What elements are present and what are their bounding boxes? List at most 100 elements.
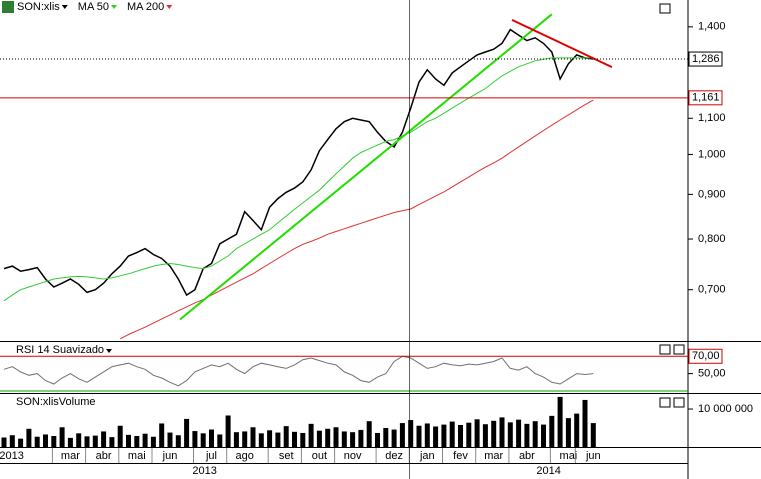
window-button[interactable]: [659, 3, 671, 14]
legend-entry[interactable]: MA 200: [127, 1, 164, 13]
bar: [258, 433, 264, 447]
bar: [9, 435, 15, 447]
bar: [101, 431, 107, 447]
bar: [200, 433, 206, 447]
bar: [92, 435, 98, 447]
bar: [408, 420, 414, 447]
bar: [507, 422, 513, 447]
x-tick-label: abr: [519, 450, 535, 462]
y-tick-label: 50,00: [698, 368, 726, 380]
bar: [117, 425, 123, 447]
bar: [399, 423, 405, 447]
panel-title: RSI 14 Suavizado: [16, 344, 104, 356]
bar: [109, 437, 115, 447]
bar: [366, 421, 372, 447]
trendline: [511, 18, 613, 68]
trendline: [179, 13, 553, 321]
bar: [250, 427, 256, 447]
level-box: [688, 90, 723, 106]
legend-dropdown: [166, 5, 173, 9]
bar: [275, 432, 281, 447]
bar: [184, 418, 190, 447]
series-line: [3, 355, 594, 387]
y-tick-label: 1,400: [698, 21, 726, 33]
window-button[interactable]: [659, 397, 671, 408]
bar: [134, 435, 140, 447]
x-tick-label: jan: [419, 450, 435, 462]
bar: [441, 424, 447, 447]
level-box: [688, 348, 723, 364]
series-line: [3, 28, 594, 297]
level-box: [688, 51, 723, 67]
bar: [84, 436, 90, 447]
panel: [3, 13, 613, 340]
x-tick-label: jul: [205, 450, 217, 462]
bar: [308, 423, 314, 447]
x-tick-label: jun: [585, 450, 601, 462]
x-tick-label: out: [312, 450, 327, 462]
panel: [1, 396, 596, 447]
x-tick-label: nov: [344, 450, 362, 462]
x-tick-label: mar: [61, 450, 80, 462]
bar: [466, 422, 472, 447]
x-group-label: 2014: [536, 465, 560, 477]
bar: [325, 428, 331, 447]
bar: [175, 435, 181, 447]
bar: [491, 420, 497, 447]
bar: [391, 429, 397, 447]
bar: [283, 426, 289, 447]
y-tick-label: 0,900: [698, 188, 726, 200]
bar: [375, 432, 380, 447]
window-button[interactable]: [673, 344, 685, 355]
legend-entry[interactable]: MA 50: [78, 1, 109, 13]
bar: [590, 423, 596, 447]
bar: [565, 418, 571, 447]
x-tick-label: abr: [96, 450, 112, 462]
window-button[interactable]: [673, 397, 685, 408]
level-label: 70,00: [692, 350, 720, 362]
window-button[interactable]: [659, 344, 671, 355]
series-line: [119, 99, 594, 340]
bar: [217, 434, 223, 447]
bar: [350, 432, 356, 447]
bar: [416, 425, 422, 447]
bar: [233, 432, 239, 447]
series-line: [3, 57, 594, 302]
bar: [159, 423, 165, 447]
x-tick-label: mai: [128, 450, 146, 462]
bar: [516, 419, 522, 447]
eq-icon[interactable]: [2, 1, 14, 13]
level-label: 1,161: [692, 92, 720, 104]
bar: [225, 415, 231, 447]
legend-dropdown: [110, 5, 117, 9]
bar: [532, 421, 538, 447]
bar: [582, 399, 588, 447]
x-tick-label: mar: [484, 450, 503, 462]
bar: [59, 427, 65, 447]
panel-title: SON:xlisVolume: [16, 396, 95, 408]
bar: [51, 435, 57, 447]
bar: [433, 426, 439, 447]
bar: [292, 431, 297, 447]
bar: [267, 430, 273, 447]
bar: [300, 432, 306, 447]
x-tick-label: dez: [385, 450, 403, 462]
bar: [1, 437, 7, 447]
bar: [209, 429, 214, 447]
bar: [474, 419, 480, 447]
title-dropdown: [106, 349, 112, 353]
x-tick-label: ago: [236, 450, 254, 462]
bar: [18, 438, 24, 447]
bar: [383, 428, 389, 447]
bar: [549, 415, 555, 447]
bar: [574, 413, 580, 447]
legend-entry[interactable]: SON:xlis: [17, 1, 60, 13]
bar: [482, 424, 488, 447]
bar: [67, 437, 73, 447]
bar: [126, 434, 131, 447]
bar: [449, 421, 455, 447]
panel: [3, 355, 594, 387]
bar: [333, 427, 339, 447]
